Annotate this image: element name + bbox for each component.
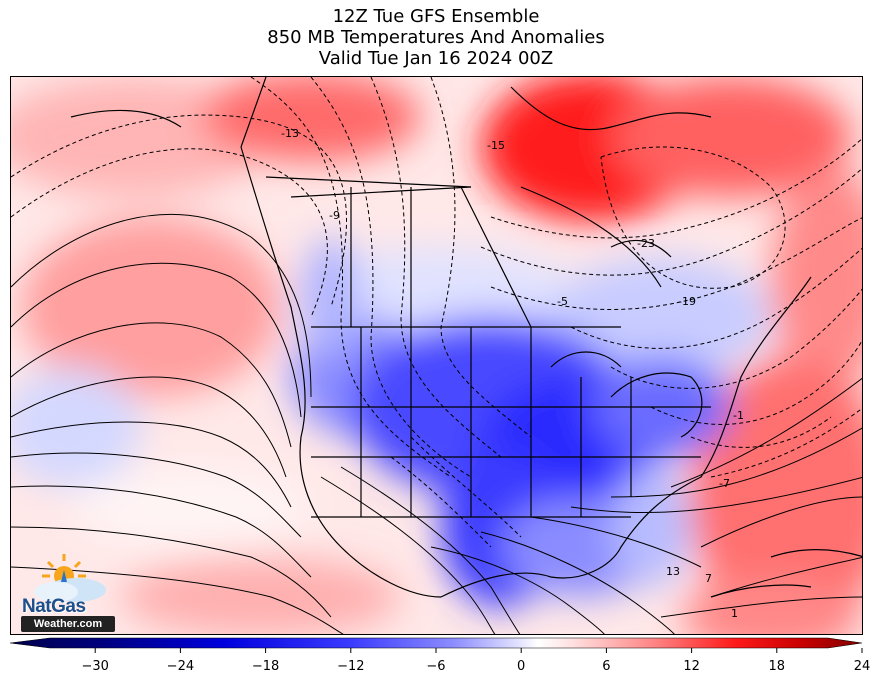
title-line-3: Valid Tue Jan 16 2024 00Z xyxy=(318,48,554,69)
title-line-1: 12Z Tue GFS Ensemble xyxy=(332,6,540,27)
logo-site: Weather.com xyxy=(21,616,115,632)
sun-icon xyxy=(34,554,106,602)
colorbar-tick-label: 0 xyxy=(517,659,525,674)
colorbar: −30 −24 −18 −12 −6 0 6 12 18 24 xyxy=(9,637,870,674)
contour-label-group: -13 -15 -9 -23 -5 -19 -1 -7 13 7 1 xyxy=(281,127,744,620)
contour-label: -9 xyxy=(329,209,340,222)
contour-label: -13 xyxy=(281,127,299,140)
contour-label: 7 xyxy=(705,572,712,585)
contour-label: -23 xyxy=(637,237,655,250)
colorbar-tick-label: 6 xyxy=(602,659,610,674)
contour-label: -19 xyxy=(678,295,696,308)
contour-label: -1 xyxy=(733,409,744,422)
contour-label: 1 xyxy=(731,607,738,620)
colorbar-tick-label: 18 xyxy=(769,659,786,674)
contour-label: -5 xyxy=(557,295,568,308)
contour-label: -15 xyxy=(487,139,505,152)
colorbar-tick-label: −30 xyxy=(81,659,108,674)
contour-label: 13 xyxy=(666,565,680,578)
colorbar-ramp xyxy=(9,637,863,649)
colorbar-tick-label: −18 xyxy=(252,659,279,674)
map-svg: -13 -15 -9 -23 -5 -19 -1 -7 13 7 1 xyxy=(11,77,862,634)
colorbar-tick-label: 24 xyxy=(854,659,871,674)
contour-lines xyxy=(11,213,862,634)
colorbar-tick-label: −24 xyxy=(167,659,194,674)
chart-title: 12Z Tue GFS Ensemble 850 MB Temperatures… xyxy=(0,6,872,69)
contour-label: -7 xyxy=(719,477,730,490)
negative-contours xyxy=(11,77,862,548)
colorbar-tick-label: −6 xyxy=(426,659,445,674)
anomaly-map: -13 -15 -9 -23 -5 -19 -1 -7 13 7 1 xyxy=(10,76,863,635)
title-line-2: 850 MB Temperatures And Anomalies xyxy=(267,27,605,48)
natgas-weather-logo: NatGas Weather.com xyxy=(18,552,118,632)
colorbar-tick-label: 12 xyxy=(683,659,700,674)
colorbar-ticks: −30 −24 −18 −12 −6 0 6 12 18 24 xyxy=(81,648,870,674)
colorbar-tick-label: −12 xyxy=(337,659,364,674)
coastlines-and-borders xyxy=(70,77,862,598)
anomaly-field xyxy=(11,77,862,634)
logo-name: NatGas xyxy=(22,596,86,617)
